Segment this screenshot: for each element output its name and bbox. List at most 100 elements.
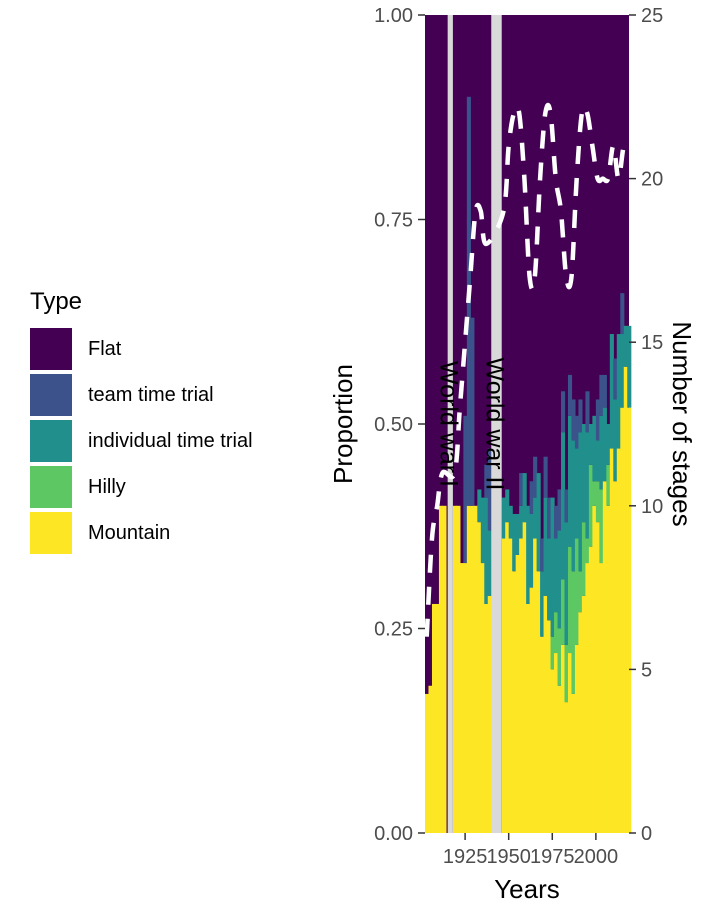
bar-ttt-1987 [571,399,576,441]
y-tick-label: 0.50 [374,414,413,436]
bar-ttt-1991 [578,399,583,433]
bar-mountain-1933 [477,522,482,833]
bar-mountain-1905 [428,685,433,833]
bar-itt-1957 [519,505,524,539]
bar-hilly-1979 [557,628,562,686]
bar-ttt-1985 [567,374,573,416]
bar-hilly-1991 [578,571,583,613]
bar-hilly-1993 [581,522,587,596]
bar-mountain-1907 [431,603,437,833]
bar-ttt-1965 [533,456,538,498]
bar-itt-1987 [571,440,576,572]
x-tick-label: 1975 [530,846,575,868]
bar-itt-1991 [578,432,583,572]
y-axis-left: 0.00 0.25 0.50 0.75 1.00 [374,5,425,845]
bar-mountain-1957 [519,538,524,833]
bar-mountain-1931 [473,505,478,833]
legend-swatch [30,420,72,462]
bar-mountain-1927 [466,505,471,833]
war-band-1 [447,15,453,833]
bar-itt-1937 [484,497,489,604]
legend-title: Type [30,288,83,315]
bar-hilly-2007 [606,464,611,506]
x-axis-title: Years [494,874,560,904]
bar-ttt-1969 [540,538,545,572]
legend-label: Mountain [88,521,171,544]
bar-itt-2001 [595,440,600,482]
bar-mountain-1983 [564,702,569,833]
bar-hilly-1989 [574,538,580,645]
bar-ttt-1995 [585,391,590,433]
bar-ttt-1963 [529,481,534,514]
bar-itt-1995 [585,432,590,539]
legend-item-flat: Flat [30,326,253,372]
bar-ttt-1957 [519,473,524,506]
bar-ttt-2003 [599,374,604,416]
bar-hilly-1995 [585,538,590,564]
bar-itt-1999 [592,415,597,482]
bar-mountain-1999 [592,505,597,833]
bar-hilly-2001 [595,481,600,523]
bar-ttt-1929 [470,317,475,506]
bar-mountain-1963 [529,587,534,833]
bar-mountain-2017 [623,366,628,833]
bar-itt-1933 [477,489,482,523]
bar-mountain-1935 [480,563,485,833]
y2-tick-label: 20 [641,169,663,191]
bar-itt-2013 [616,334,621,449]
bar-ttt-1971 [543,456,548,498]
stage-count-line [424,102,631,637]
bar-mountain-1955 [515,554,520,833]
bar-ttt-1981 [561,391,566,433]
y2-tick-label: 0 [641,823,652,845]
y2-tick-label: 25 [641,5,663,27]
bar-itt-2009 [609,334,614,449]
legend-swatch [30,374,72,416]
bar-itt-2019 [627,325,632,408]
bar-itt-2007 [606,424,611,465]
legend-item-mountain: Mountain [30,510,253,556]
war-label-1: World war I [434,361,462,487]
war-band-2 [491,15,502,833]
bar-itt-2015 [620,334,625,408]
bar-ttt-2001 [595,399,600,441]
y2-axis-title: Number of stages [667,321,697,526]
legend-swatch [30,466,72,508]
bar-ttt-2015 [620,293,625,335]
bar-itt-1949 [505,489,510,523]
bar-itt-1985 [567,415,573,547]
bar-itt-1967 [536,473,541,572]
bar-mountain-2007 [606,505,611,833]
bar-itt-2005 [602,407,607,482]
bar-itt-1977 [554,538,559,613]
bar-itt-1983 [564,522,569,645]
bar-itt-1951 [508,505,513,539]
y-tick-label: 0.25 [374,619,413,641]
bar-hilly-1997 [588,464,593,547]
bar-mountain-1903 [425,693,430,833]
y-axis-right: 0 5 10 15 20 25 [629,5,663,845]
bar-itt-1935 [480,497,485,564]
bar-mountain-1981 [561,644,566,833]
bar-ttt-1925 [463,415,468,564]
legend-item-team-time-trial: team time trial [30,372,253,418]
bar-ttt-1973 [547,497,552,539]
bar-ttt-2011 [613,358,618,400]
bar-mountain-2015 [620,407,625,833]
bar-itt-1969 [540,571,545,637]
bar-mountain-1953 [512,571,517,833]
bar-mountain-1973 [547,620,552,833]
bar-mountain-1975 [550,669,555,833]
bar-hilly-1987 [571,571,576,694]
bar-itt-2011 [613,399,618,482]
bar-itt-1975 [550,497,555,637]
x-axis: 1925 1950 1975 2000 [443,833,618,868]
war-labels: World war I World war II [434,358,508,491]
bar-itt-1965 [533,497,538,539]
bar-mountain-1993 [581,595,587,833]
bar-hilly-1981 [561,579,566,645]
bar-itt-1947 [501,497,506,539]
bar-ttt-1939 [487,448,492,531]
bar-mountain-1947 [501,538,506,833]
bar-itt-1989 [574,448,580,539]
